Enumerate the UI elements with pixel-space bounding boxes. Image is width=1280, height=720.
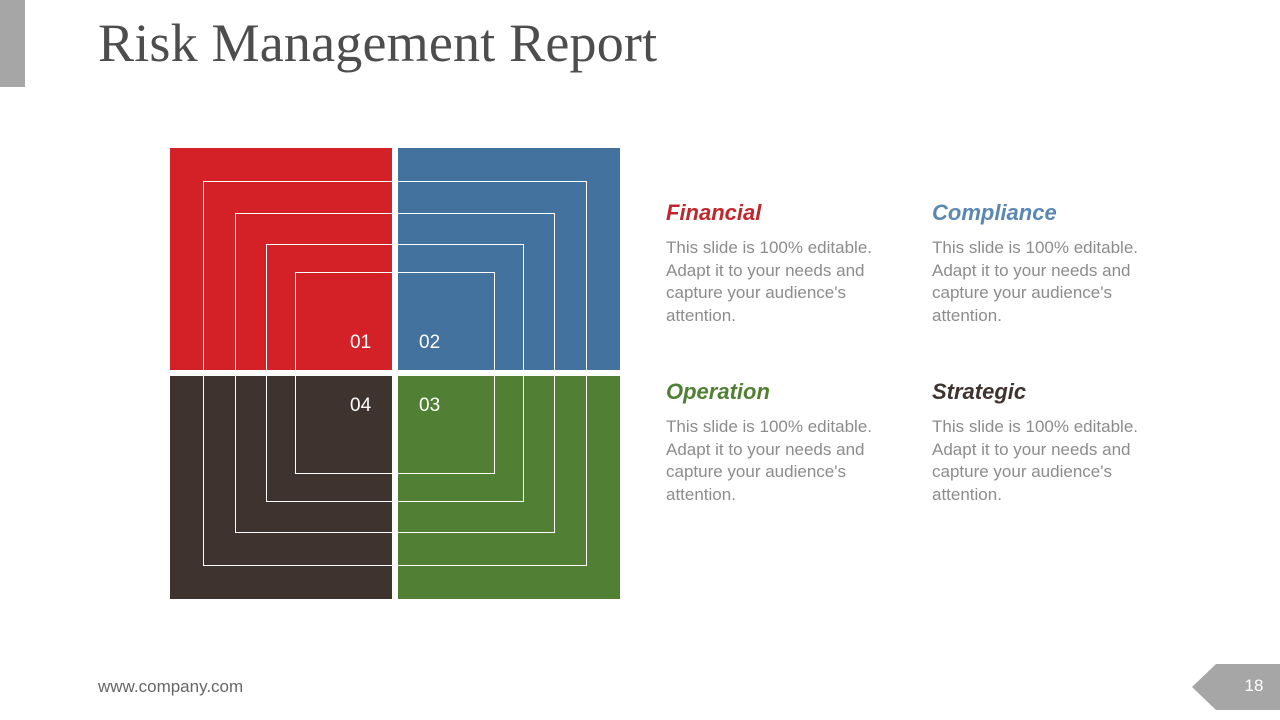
quadrant-operation	[398, 376, 620, 599]
quadrant-number-01: 01	[350, 332, 372, 353]
section-body-compliance: This slide is 100% editable. Adapt it to…	[932, 238, 1139, 325]
slide-title: Risk Management Report	[98, 13, 658, 73]
section-compliance: Compliance This slide is 100% editable. …	[932, 200, 1142, 327]
footer-url: www.company.com	[98, 677, 244, 696]
section-heading-strategic: Strategic	[932, 379, 1027, 404]
title-accent-bar	[0, 0, 25, 87]
quadrant-number-04: 04	[350, 395, 372, 416]
section-operation: Operation This slide is 100% editable. A…	[666, 379, 876, 506]
page-number-badge	[1192, 664, 1280, 710]
section-financial: Financial This slide is 100% editable. A…	[666, 200, 876, 327]
section-strategic: Strategic This slide is 100% editable. A…	[932, 379, 1142, 506]
section-heading-operation: Operation	[666, 379, 770, 404]
page-badge-shape	[1192, 664, 1280, 710]
section-body-operation: This slide is 100% editable. Adapt it to…	[666, 417, 873, 504]
quadrant-number-03: 03	[419, 395, 441, 416]
quadrant-strategic	[170, 376, 392, 599]
section-heading-compliance: Compliance	[932, 200, 1057, 225]
page-number: 18	[1244, 676, 1264, 695]
section-heading-financial: Financial	[666, 200, 762, 225]
quadrant-compliance	[398, 148, 620, 370]
quadrant-number-02: 02	[419, 332, 441, 353]
section-body-strategic: This slide is 100% editable. Adapt it to…	[932, 417, 1139, 504]
section-body-financial: This slide is 100% editable. Adapt it to…	[666, 238, 873, 325]
quadrant-financial	[170, 148, 392, 370]
